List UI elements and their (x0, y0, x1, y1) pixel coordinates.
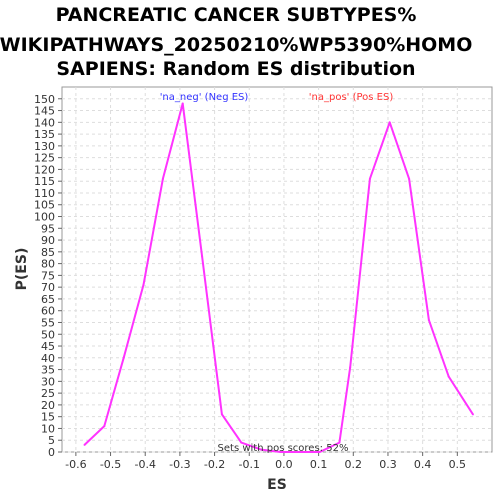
y-tick-label: 40 (41, 352, 55, 365)
y-tick-label: 95 (41, 222, 55, 235)
y-tick-label: 90 (41, 234, 55, 247)
y-axis-label: P(ES) (14, 248, 30, 291)
y-tick-label: 20 (41, 399, 55, 412)
y-tick-label: 10 (41, 422, 55, 435)
y-tick-label: 115 (34, 175, 55, 188)
y-tick-label: 145 (34, 105, 55, 118)
y-tick-label: 65 (41, 293, 55, 306)
annotation-pos-es: 'na_pos' (Pos ES) (309, 92, 394, 103)
data-point (447, 375, 450, 378)
x-tick-label: 0.1 (310, 458, 328, 471)
plot-area (61, 86, 493, 453)
data-point (408, 177, 411, 180)
data-point (142, 283, 145, 286)
x-tick-label: 0.3 (379, 458, 397, 471)
y-tick-label: 35 (41, 364, 55, 377)
data-point (471, 413, 474, 416)
y-tick-label: 140 (34, 116, 55, 129)
y-tick-label: 55 (41, 316, 55, 329)
x-tick-label: -0.2 (204, 458, 225, 471)
data-point (220, 413, 223, 416)
chart-title-line-2: WIKIPATHWAYS_20250210%WP5390%HOMO (0, 34, 472, 56)
x-tick-label: 0.0 (275, 458, 293, 471)
data-point (161, 177, 164, 180)
data-point (240, 441, 243, 444)
y-tick-label: 120 (34, 163, 55, 176)
data-point (299, 451, 302, 453)
y-tick-label: 30 (41, 375, 55, 388)
data-point (103, 425, 106, 428)
data-point (201, 255, 204, 258)
y-tick-label: 85 (41, 246, 55, 259)
axes: -0.6 -0.5 -0.4 -0.3 -0.2 -0.1 0.0 0.1 0.2 0.3 0.4 0… (34, 93, 466, 471)
y-tick-label: 105 (34, 199, 55, 212)
y-tick-label: 130 (34, 140, 55, 153)
y-tick-label: 100 (34, 211, 55, 224)
y-tick-label: 25 (41, 387, 55, 400)
data-point (318, 451, 321, 453)
data-point (388, 121, 391, 124)
chart-title-line-1: PANCREATIC CANCER SUBTYPES% (56, 4, 417, 26)
y-tick-label: 50 (41, 328, 55, 341)
y-tick-label: 70 (41, 281, 55, 294)
annotation-pos-scores: Sets with pos scores: 52% (218, 443, 349, 454)
grid (62, 87, 492, 453)
annotation-neg-es: 'na_neg' (Neg ES) (160, 92, 249, 103)
x-tick-label: -0.4 (134, 458, 155, 471)
series-group (83, 102, 474, 453)
y-tick-label: 15 (41, 411, 55, 424)
y-tick-label: 0 (48, 446, 55, 459)
data-point (349, 366, 352, 369)
data-point (181, 102, 184, 105)
data-point (260, 448, 263, 451)
x-tick-label: 0.4 (414, 458, 432, 471)
y-tick-label: 150 (34, 93, 55, 106)
y-tick-label: 60 (41, 305, 55, 318)
data-point (122, 356, 125, 359)
data-point (279, 451, 282, 453)
x-tick-label: -0.3 (169, 458, 190, 471)
x-tick-label: 0.5 (449, 458, 467, 471)
x-axis-label: ES (267, 477, 287, 493)
chart-title-line-3: SAPIENS: Random ES distribution (56, 58, 415, 80)
y-tick-label: 110 (34, 187, 55, 200)
y-tick-label: 80 (41, 258, 55, 271)
y-tick-label: 5 (48, 434, 55, 447)
y-tick-label: 75 (41, 269, 55, 282)
data-point (427, 319, 430, 322)
data-point (83, 443, 86, 446)
y-tick-label: 125 (34, 152, 55, 165)
data-point (368, 177, 371, 180)
x-tick-label: -0.1 (239, 458, 260, 471)
data-point (338, 441, 341, 444)
y-tick-label: 135 (34, 128, 55, 141)
y-tick-label: 45 (41, 340, 55, 353)
x-tick-label: 0.2 (345, 458, 363, 471)
x-tick-label: -0.6 (65, 458, 86, 471)
x-tick-label: -0.5 (100, 458, 121, 471)
